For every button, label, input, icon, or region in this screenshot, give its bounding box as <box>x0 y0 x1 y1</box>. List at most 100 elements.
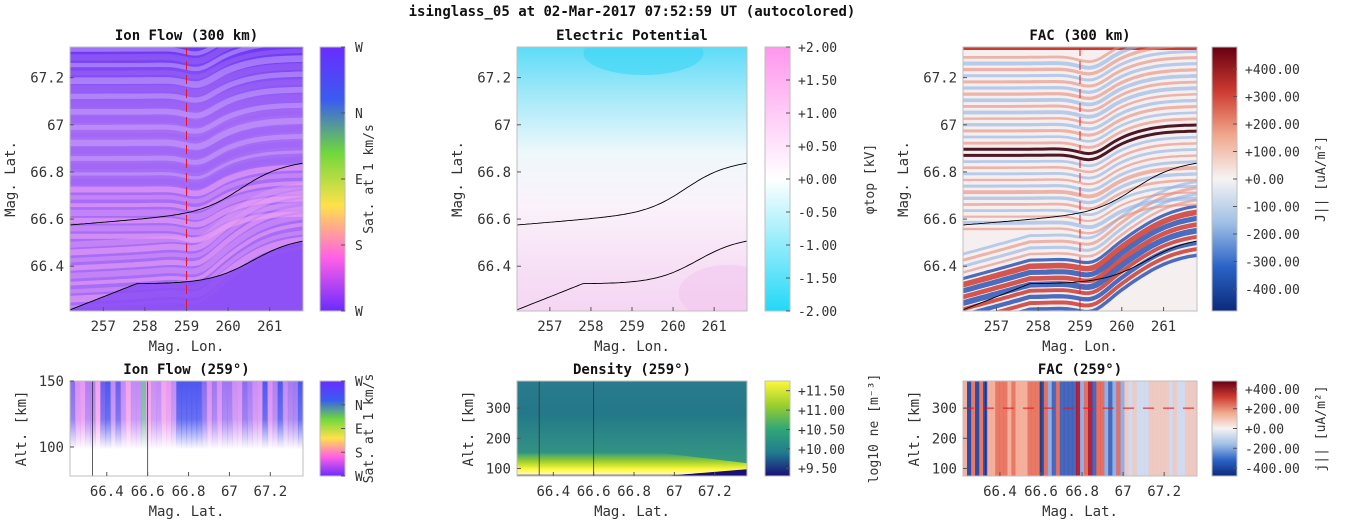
ion-flow-arc-band <box>70 47 237 65</box>
y-tick-label: 100 <box>932 461 957 477</box>
colorbar-label: φtop [kV] <box>863 144 878 214</box>
fac-slice-column <box>1128 381 1133 476</box>
y-tick-label: 100 <box>486 461 511 477</box>
plot-frame <box>516 380 748 477</box>
boundary-line-upper <box>517 162 747 226</box>
fac-slice-column <box>967 381 972 476</box>
ion-flow-slice-column <box>247 381 253 476</box>
ion-flow-slice-column <box>125 381 132 476</box>
fac-slice-column <box>1160 381 1166 476</box>
fac-slice-column <box>979 381 984 476</box>
colorbar-tick-label: W <box>355 375 363 390</box>
electric_potential-panel: Electric Potential 257 258 259 260 261 66.4 66.… <box>450 28 878 355</box>
colorbar-tick-label: -2.00 <box>798 305 837 320</box>
fac-slice-column <box>1124 381 1129 476</box>
fac-current-sheet <box>963 98 1197 131</box>
ion-flow-arc-band <box>70 86 303 119</box>
x-tick-label: 257 <box>537 319 562 335</box>
ion-flow-arc-band <box>70 156 303 189</box>
y-tick-label: 66.4 <box>30 259 64 275</box>
y-tick-label: 67 <box>47 118 64 134</box>
fac-slice-column <box>971 381 976 476</box>
colorbar-tick-label: +10.50 <box>798 423 845 438</box>
fac-slice-column <box>1192 381 1197 476</box>
fac-slice-column <box>1051 381 1057 476</box>
colorbar-tick-label: -400.00 <box>1245 462 1300 477</box>
ion-flow-slice-column <box>232 381 238 476</box>
x-tick-label: 67.2 <box>1147 484 1181 500</box>
colorbar-tick-label: +100.00 <box>1245 146 1300 161</box>
colorbar-tick-label: S <box>355 446 363 461</box>
x-tick-label: 67 <box>221 484 238 500</box>
ion-flow-slice-column <box>140 381 147 476</box>
fac-current-sheet <box>963 154 1197 186</box>
boundary-line-upper <box>70 162 303 226</box>
fac-slice-column <box>1096 381 1101 476</box>
boundary-line-lower <box>963 240 1197 311</box>
y-axis-label: Alt. [km] <box>907 391 923 467</box>
fac-slice-column <box>1168 381 1174 476</box>
colorbar-label: Sat. at 1 km/s <box>362 374 377 484</box>
x-tick-label: 258 <box>578 319 603 335</box>
fac-slice-column <box>1116 381 1121 476</box>
fac-current-sheet <box>963 222 1197 300</box>
fac-slice-column <box>1108 381 1113 476</box>
fac-slice-column <box>1003 381 1008 476</box>
ion-flow-slice-column <box>85 381 91 476</box>
fac-current-sheet <box>963 209 1197 288</box>
ion-flow-slice-column <box>130 381 137 476</box>
y-axis-label: Mag. Lat. <box>896 141 912 217</box>
ion_flow_259-panel: Ion Flow (259°) 66.4 66.6 66.8 67 67.2 100 150 M… <box>14 362 377 520</box>
y-tick-label: 200 <box>932 431 957 447</box>
ion-flow-slice-column <box>242 381 248 476</box>
x-tick-label: 66.8 <box>617 484 651 500</box>
density-e-region <box>517 453 747 476</box>
x-tick-label: 257 <box>91 319 116 335</box>
fac-slice-column <box>1152 381 1158 476</box>
colorbar-tick-label: +0.00 <box>1245 423 1284 438</box>
panel-title: FAC (300 km) <box>1029 28 1130 44</box>
x-tick-label: 260 <box>660 319 685 335</box>
x-tick-label: 259 <box>1067 319 1092 335</box>
fac-slice-column <box>991 381 996 476</box>
ion-flow-slice-column <box>206 381 213 476</box>
y-tick-label: 66.6 <box>477 212 511 228</box>
ion-flow-slice-column <box>287 381 294 476</box>
colorbar-tick-label: +11.50 <box>798 385 845 400</box>
ion-flow-slice-column <box>75 381 81 476</box>
fac-slice-column <box>1055 381 1061 476</box>
colorbar-tick-label: -400.00 <box>1245 283 1300 298</box>
fac-slice-column <box>995 381 1000 476</box>
colorbar-tick-label: +0.00 <box>1245 173 1284 188</box>
y-axis-label: Mag. Lat. <box>3 141 19 217</box>
y-axis-label: Alt. [km] <box>14 391 30 467</box>
ion-flow-slice-column <box>70 381 76 476</box>
fac-slice-column <box>1180 381 1186 476</box>
fac-slice-column <box>999 381 1004 476</box>
colorbar-tick-label: +1.50 <box>798 74 837 89</box>
colorbar-label: log10 ne [m⁻³] <box>867 374 882 484</box>
colorbar-tick-label: E <box>355 423 363 438</box>
colorbar <box>319 380 346 477</box>
x-tick-label: 258 <box>132 319 157 335</box>
ion-flow-arc-band <box>70 211 303 243</box>
fac-slice-column <box>1144 381 1149 476</box>
x-tick-label: 261 <box>701 319 726 335</box>
colorbar-tick-label: S <box>355 239 363 254</box>
x-tick-label: 261 <box>1151 319 1176 335</box>
fac-current-sheet <box>963 86 1197 119</box>
y-tick-label: 66.8 <box>477 165 511 181</box>
fac-slice-column <box>1120 381 1125 476</box>
y-tick-label: 67 <box>494 118 511 134</box>
x-tick-label: 258 <box>1026 319 1051 335</box>
colorbar-tick-label: +0.00 <box>798 173 837 188</box>
ion_flow_259-plot-area <box>70 381 303 476</box>
colorbar-tick-label: +0.50 <box>798 140 837 155</box>
colorbar-tick-label: -1.00 <box>798 239 837 254</box>
ion-flow-slice-column <box>257 381 264 476</box>
panel-title: Ion Flow (300 km) <box>115 28 258 44</box>
y-axis-label: Alt. [km] <box>461 391 477 467</box>
ion-flow-slice-column <box>100 381 107 476</box>
y-tick-label: 66.4 <box>923 259 957 275</box>
